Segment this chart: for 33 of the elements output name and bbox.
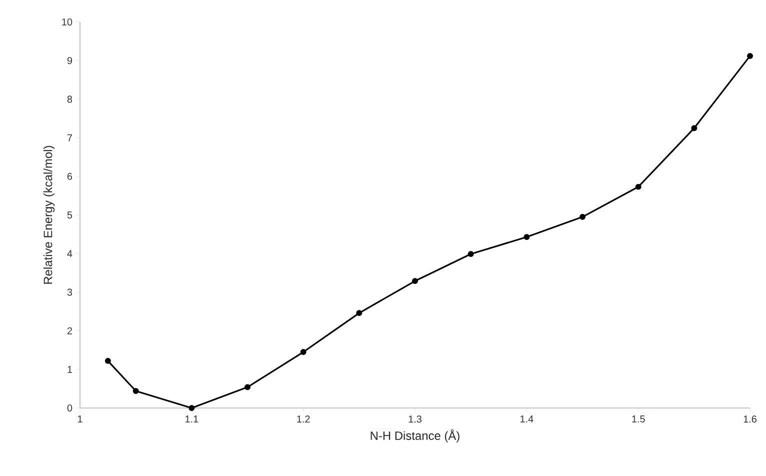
y-tick-label: 9 <box>67 57 72 64</box>
point <box>580 214 586 220</box>
y-tick-label: 6 <box>67 172 72 180</box>
x-tick-label: 1.4 <box>520 416 534 422</box>
point <box>356 310 362 316</box>
y-tick-label: 4 <box>67 250 72 258</box>
x-axis-title: N-H Distance (Å) <box>370 429 460 442</box>
x-tick-label: 1.1 <box>186 416 198 422</box>
point <box>188 405 195 411</box>
y-tick-label: 5 <box>67 212 72 218</box>
point <box>691 125 698 132</box>
y-tick-label: 1 <box>68 366 72 373</box>
x-tick-label: 1.3 <box>408 416 422 423</box>
y-tick-label: 7 <box>67 134 72 142</box>
x-tick-label: 1 <box>78 416 82 422</box>
point <box>468 250 474 257</box>
y-tick-label: 0 <box>67 404 72 412</box>
point <box>244 384 250 390</box>
y-tick-label: 8 <box>67 96 72 103</box>
x-tick-label: 1.6 <box>744 416 756 423</box>
y-axis-title: Relative Energy (kcal/mol) <box>43 146 55 284</box>
point <box>132 388 139 394</box>
y-tick-label: 3 <box>67 288 72 296</box>
x-tick-label: 1.2 <box>297 416 310 422</box>
point <box>747 52 753 59</box>
x-tick-label: 1.5 <box>632 416 645 422</box>
point <box>635 184 642 190</box>
point <box>300 349 306 356</box>
point <box>524 234 530 240</box>
y-tick-label: 2 <box>67 327 72 334</box>
point <box>412 278 418 284</box>
point <box>104 358 111 364</box>
y-tick-label: 10 <box>62 18 72 26</box>
